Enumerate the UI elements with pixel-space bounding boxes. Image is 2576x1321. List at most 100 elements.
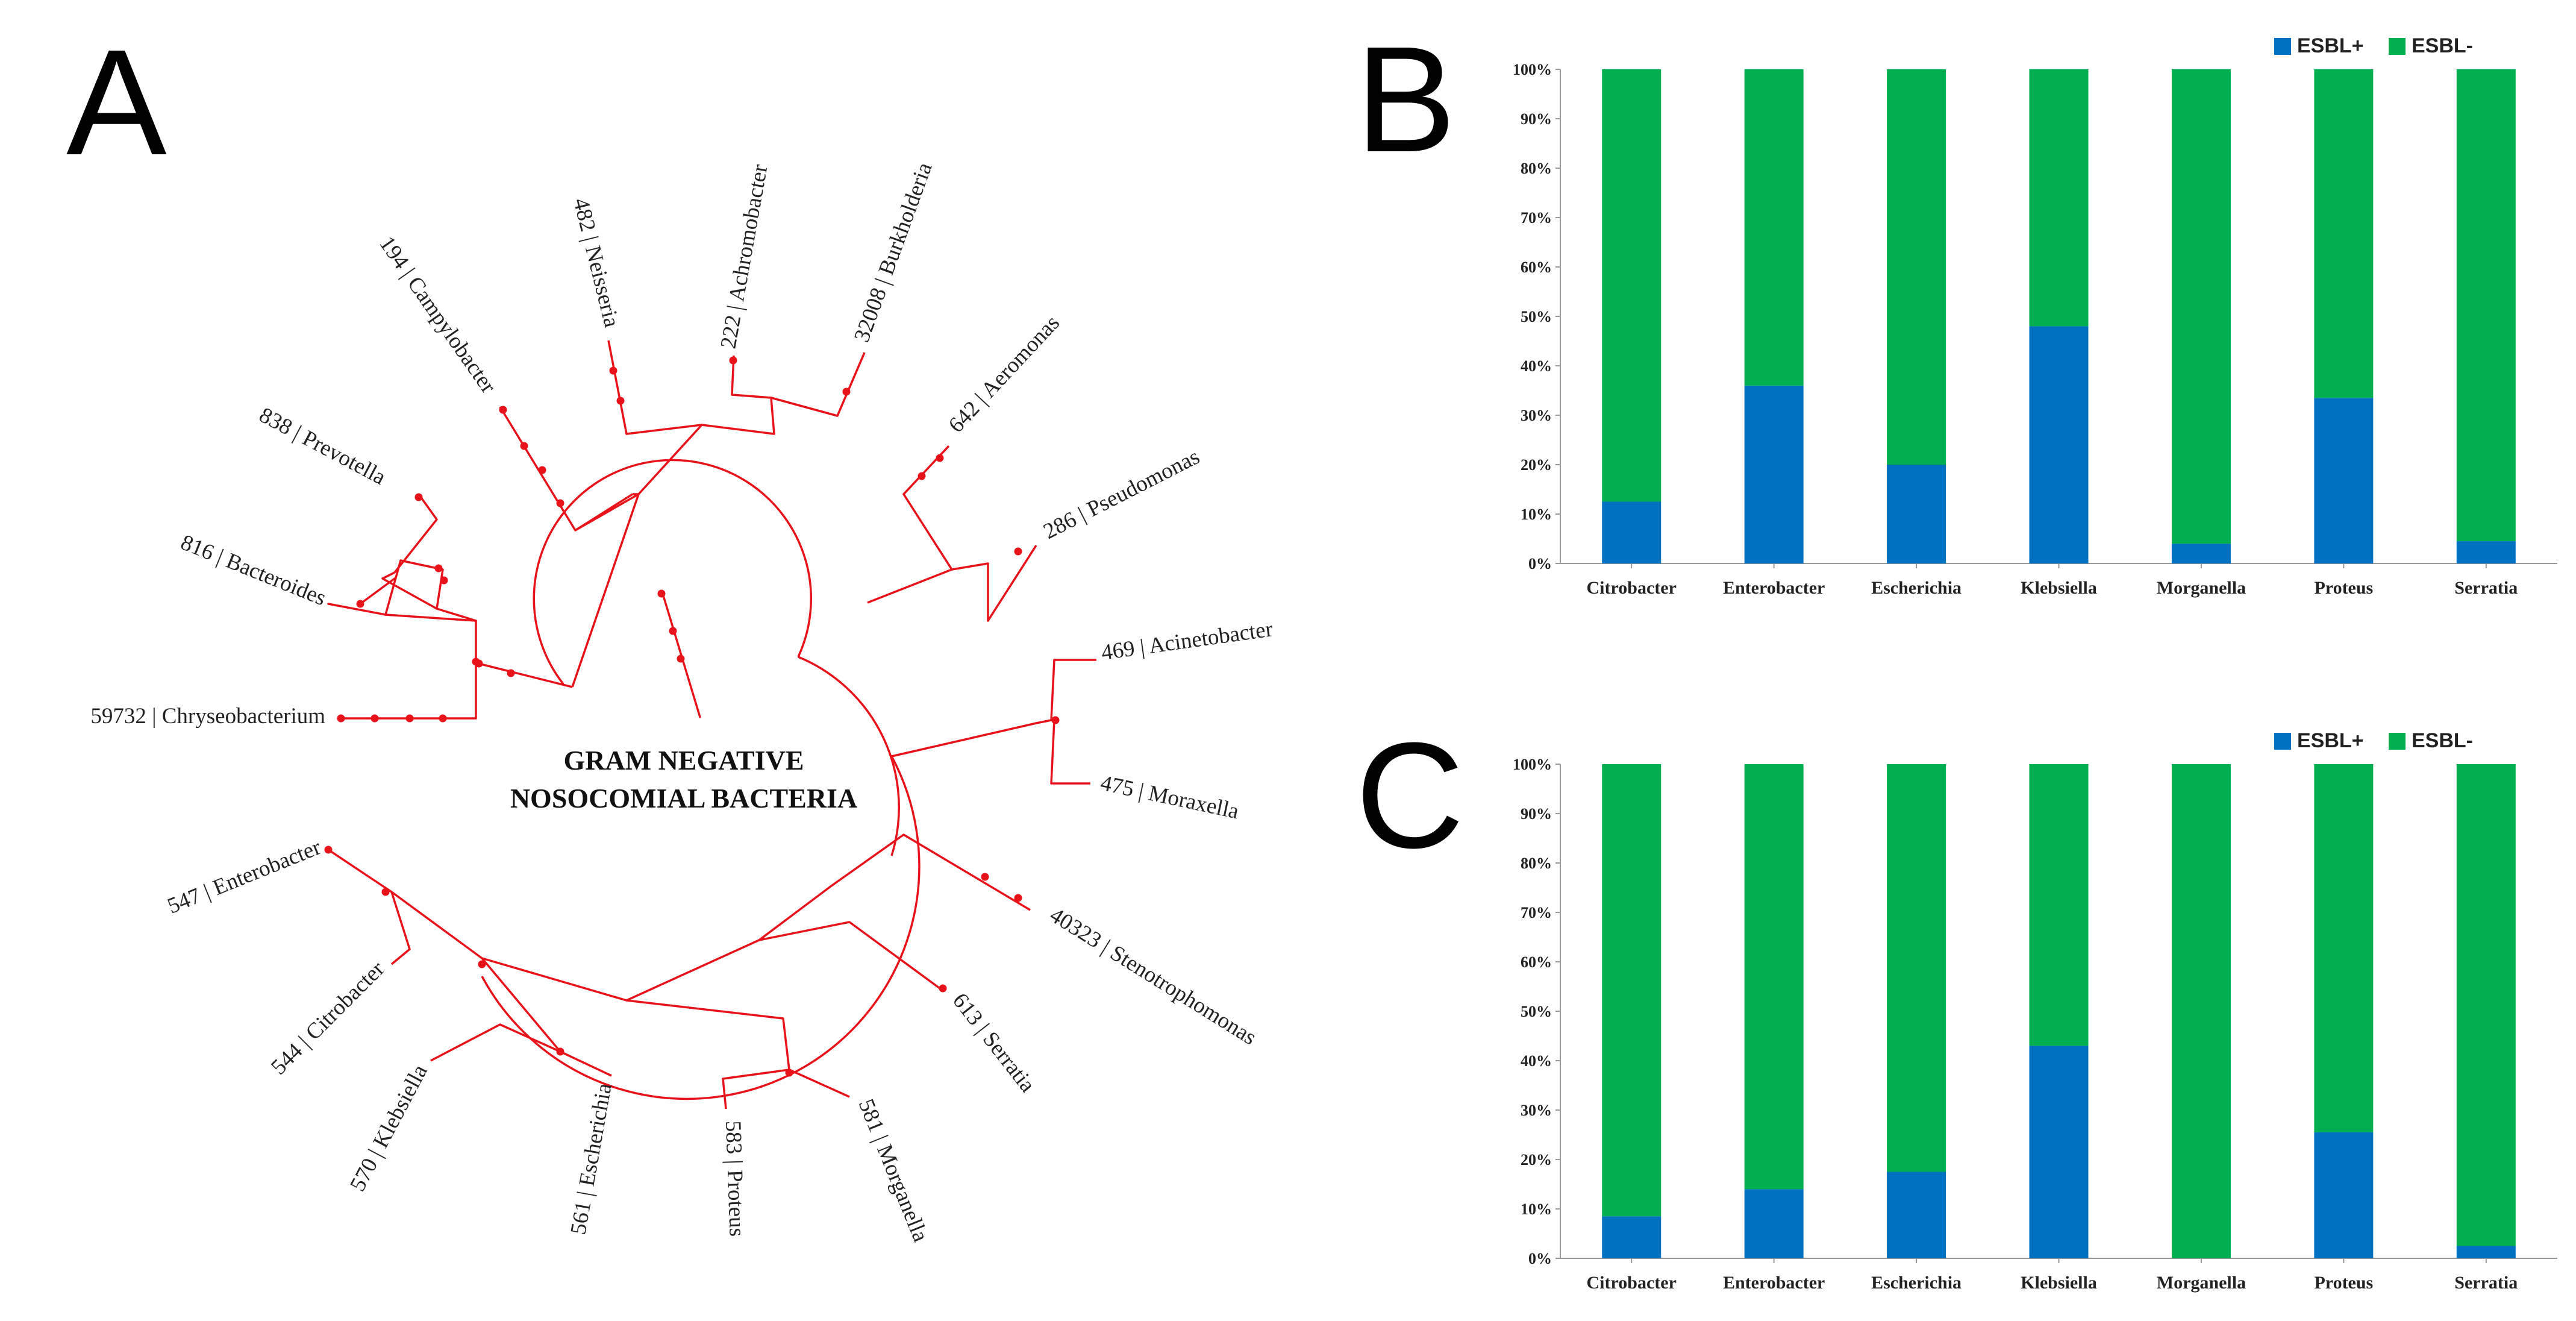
tree-branch: [384, 613, 477, 622]
tree-node-dot: [434, 564, 443, 573]
tree-node-dot: [405, 714, 414, 723]
x-tick-label: Proteus: [2314, 1273, 2373, 1293]
tree-branch: [393, 493, 438, 574]
y-tick-label: 90%: [1521, 110, 1552, 128]
tree-branch: [430, 1023, 561, 1062]
x-tick-label: Citrobacter: [1587, 578, 1677, 598]
y-tick-label: 80%: [1521, 160, 1552, 177]
bar-esbl-pos-serratia: [2456, 1246, 2516, 1258]
tree-node-dot: [936, 454, 944, 462]
tree-branch: [481, 957, 627, 1077]
bar-esbl-pos-escherichia: [1887, 1172, 1946, 1258]
tree-node-dot: [616, 397, 625, 405]
tree-node-dot: [324, 846, 333, 854]
tree-branch: [771, 352, 866, 417]
y-tick-label: 80%: [1521, 855, 1552, 872]
bar-esbl-neg-proteus: [2314, 764, 2374, 1132]
y-tick-label: 20%: [1521, 1151, 1552, 1169]
y-tick-label: 0%: [1528, 555, 1552, 573]
tree-branch: [359, 577, 396, 605]
x-tick-label: Morganella: [2157, 578, 2246, 598]
bar-esbl-neg-citrobacter: [1602, 764, 1662, 1217]
tree-node-dot: [729, 356, 737, 365]
tree-node-dot: [1014, 547, 1022, 556]
tree-node-dot: [669, 627, 677, 635]
bar-esbl-neg-serratia: [2456, 764, 2516, 1246]
tree-node-dot: [337, 714, 345, 723]
tree-branch: [400, 559, 477, 622]
tree-branch: [390, 891, 411, 965]
tree-node-dot: [939, 984, 947, 993]
panel-label-b: B: [1355, 15, 1456, 183]
bar-esbl-pos-escherichia: [1887, 465, 1946, 563]
bar-esbl-neg-proteus: [2314, 69, 2374, 398]
tree-branch: [891, 659, 1096, 758]
tree-node-dot: [356, 600, 364, 608]
bar-esbl-neg-serratia: [2456, 69, 2516, 542]
bar-esbl-neg-escherichia: [1887, 69, 1946, 465]
tree-node-dot: [657, 589, 666, 598]
x-tick-label: Klebsiella: [2021, 1273, 2097, 1293]
y-tick-label: 10%: [1521, 506, 1552, 523]
tree-node-dot: [475, 659, 483, 668]
leaf-label-proteus: 583 | Proteus: [721, 1120, 749, 1237]
bar-esbl-neg-citrobacter: [1602, 69, 1662, 502]
tree-node-dot: [370, 714, 379, 723]
legend-swatch-esbl-pos: [2274, 733, 2291, 750]
bar-esbl-neg-morganella: [2171, 764, 2231, 1258]
y-tick-label: 70%: [1521, 904, 1552, 921]
legend-label-esbl-neg: ESBL-: [2412, 34, 2473, 57]
panel-label-a: A: [66, 18, 167, 186]
tree-node-dot: [439, 714, 447, 723]
tree-branch: [1050, 720, 1090, 785]
tree-node-dot: [556, 499, 564, 507]
y-tick-label: 50%: [1521, 1003, 1552, 1020]
tree-right-arc: [798, 656, 900, 856]
bar-esbl-neg-escherichia: [1887, 764, 1946, 1172]
bar-esbl-neg-morganella: [2171, 69, 2231, 544]
tree-node-dot: [520, 442, 528, 450]
y-tick-label: 0%: [1528, 1250, 1552, 1267]
tree-branch: [381, 571, 437, 610]
tree-node-dot: [499, 406, 507, 414]
x-tick-label: Enterobacter: [1723, 578, 1825, 598]
tree-branch: [830, 833, 1031, 911]
y-tick-label: 100%: [1513, 756, 1552, 773]
leaf-label-chryseobacterium: 59732 | Chryseobacterium: [90, 704, 325, 729]
tree-node-dot: [538, 466, 546, 474]
x-tick-label: Citrobacter: [1587, 1273, 1677, 1293]
bar-esbl-pos-enterobacter: [1744, 1189, 1804, 1258]
tree-node-dot: [1051, 716, 1060, 724]
tree-lower-arc: [481, 756, 921, 1100]
tree-branch: [722, 1068, 790, 1109]
y-tick-label: 30%: [1521, 1102, 1552, 1119]
y-tick-label: 40%: [1521, 1052, 1552, 1070]
tree-node-dot: [918, 472, 926, 480]
y-tick-label: 30%: [1521, 407, 1552, 424]
x-tick-label: Proteus: [2314, 578, 2373, 598]
tree-branch: [327, 603, 387, 616]
x-tick-label: Escherichia: [1871, 578, 1962, 598]
bar-esbl-neg-enterobacter: [1744, 69, 1804, 386]
x-tick-label: Enterobacter: [1723, 1273, 1825, 1293]
bar-esbl-neg-klebsiella: [2029, 69, 2089, 327]
bar-esbl-pos-proteus: [2314, 398, 2374, 563]
x-tick-label: Escherichia: [1871, 1273, 1962, 1293]
bar-esbl-pos-citrobacter: [1602, 1216, 1662, 1258]
tree-node-dot: [556, 1047, 564, 1056]
tree-node-dot: [785, 1068, 793, 1077]
tree-title-line-2: NOSOCOMIAL BACTERIA: [510, 783, 857, 814]
tree-node-dot: [1014, 894, 1022, 902]
tree-branch: [337, 663, 477, 720]
tree-node-dot: [440, 576, 448, 585]
x-tick-label: Klebsiella: [2021, 578, 2097, 598]
y-tick-label: 50%: [1521, 308, 1552, 325]
tree-node-dot: [414, 493, 423, 501]
legend-label-esbl-neg: ESBL-: [2412, 729, 2473, 752]
bar-esbl-pos-proteus: [2314, 1132, 2374, 1258]
y-tick-label: 70%: [1521, 209, 1552, 227]
x-tick-label: Serratia: [2454, 578, 2518, 598]
